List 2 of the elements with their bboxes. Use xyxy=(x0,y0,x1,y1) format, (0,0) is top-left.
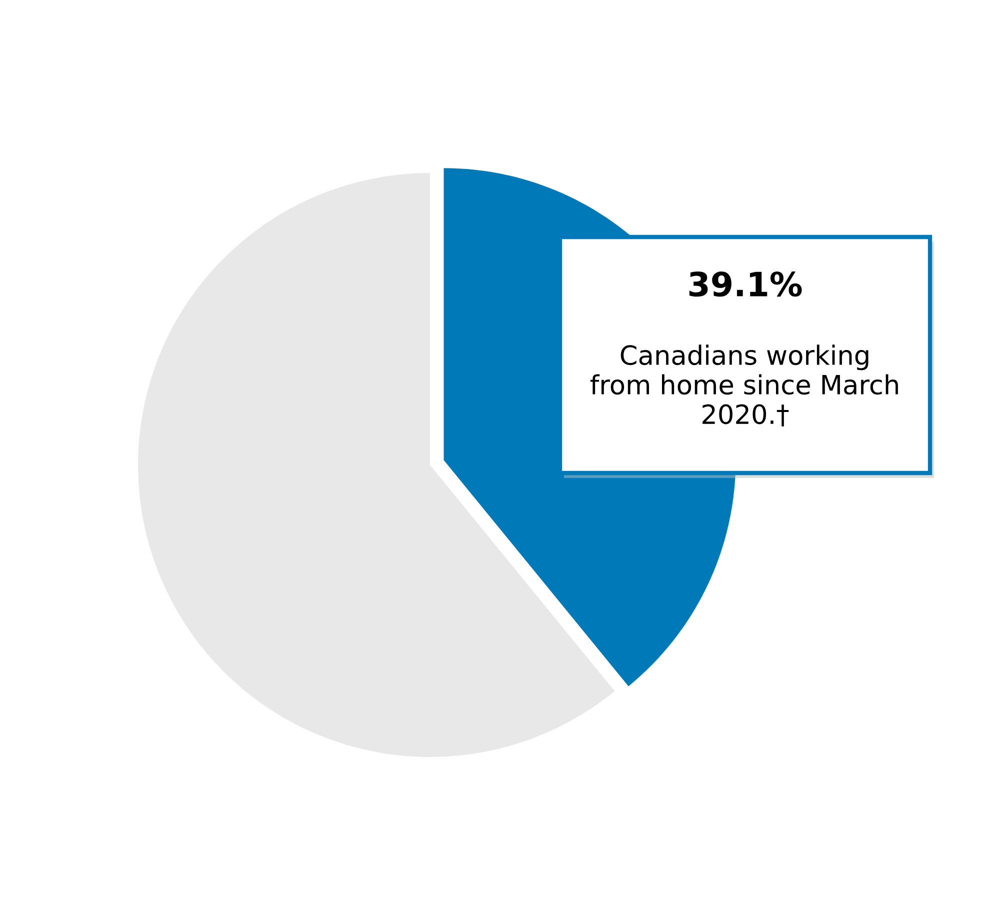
data-label: 39.1% xyxy=(689,271,802,297)
slice-label: Canadians working from home since March 2020.† xyxy=(590,344,898,426)
